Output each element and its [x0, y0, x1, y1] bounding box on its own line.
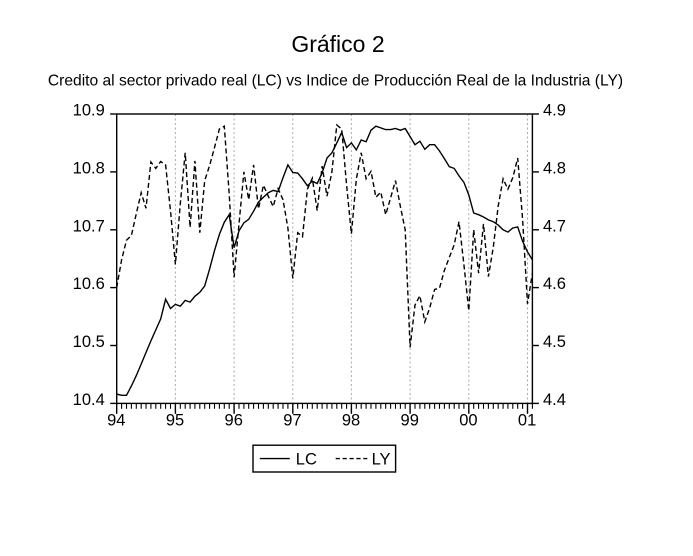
svg-text:98: 98 — [342, 412, 360, 430]
svg-text:LC: LC — [296, 450, 317, 468]
svg-text:4.4: 4.4 — [543, 391, 566, 409]
svg-text:00: 00 — [459, 412, 477, 430]
svg-text:10.9: 10.9 — [73, 102, 105, 120]
svg-text:Credito al sector privado real: Credito al sector privado real (LC) vs I… — [48, 73, 623, 90]
svg-text:01: 01 — [518, 412, 536, 430]
svg-text:4.5: 4.5 — [543, 333, 566, 351]
svg-text:4.6: 4.6 — [543, 275, 566, 293]
svg-text:4.8: 4.8 — [543, 160, 566, 178]
svg-text:10.4: 10.4 — [73, 391, 105, 409]
svg-text:94: 94 — [107, 412, 125, 430]
svg-text:4.9: 4.9 — [543, 102, 566, 120]
svg-text:95: 95 — [166, 412, 184, 430]
svg-text:Gráfico 2: Gráfico 2 — [291, 31, 384, 57]
svg-text:10.8: 10.8 — [73, 160, 105, 178]
svg-text:10.7: 10.7 — [73, 217, 105, 235]
svg-text:4.7: 4.7 — [543, 217, 566, 235]
svg-text:10.5: 10.5 — [73, 333, 105, 351]
svg-text:99: 99 — [401, 412, 419, 430]
svg-text:LY: LY — [372, 450, 391, 468]
svg-text:10.6: 10.6 — [73, 275, 105, 293]
svg-text:97: 97 — [283, 412, 301, 430]
svg-text:96: 96 — [225, 412, 243, 430]
